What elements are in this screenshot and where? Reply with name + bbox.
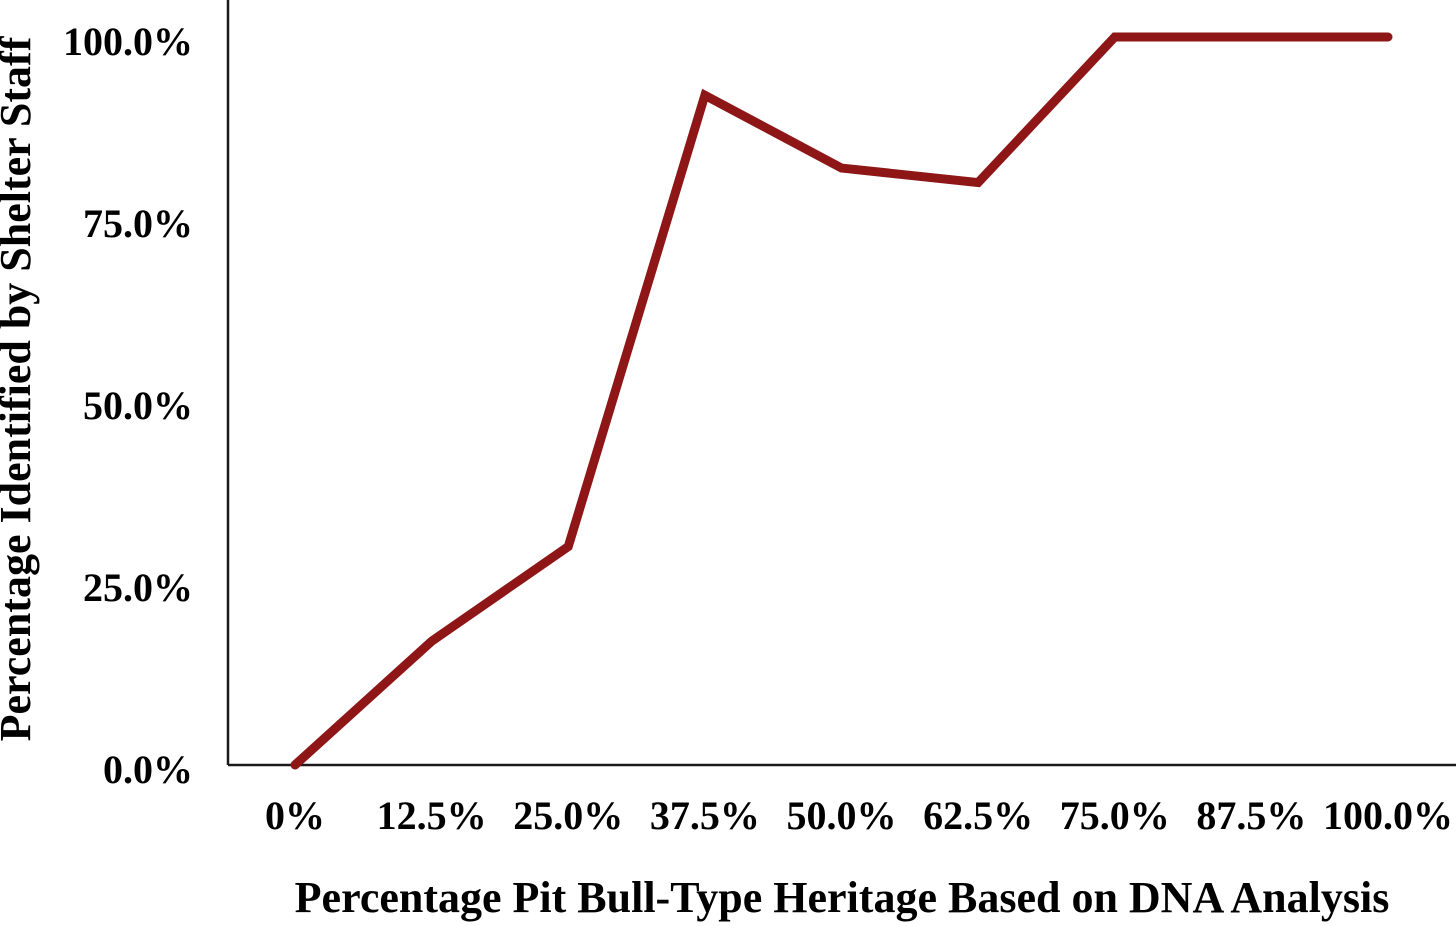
y-tick-label: 100.0% <box>63 19 193 64</box>
x-tick-label: 37.5% <box>650 793 760 838</box>
x-tick-label: 75.0% <box>1060 793 1170 838</box>
y-tick-label: 75.0% <box>83 201 193 246</box>
x-tick-label: 12.5% <box>377 793 487 838</box>
x-tick-label: 50.0% <box>787 793 897 838</box>
y-axis-title: Percentage Identified by Shelter Staff <box>0 35 40 741</box>
x-tick-label: 25.0% <box>513 793 623 838</box>
x-tick-label: 87.5% <box>1196 793 1306 838</box>
y-tick-label: 25.0% <box>83 565 193 610</box>
x-tick-label: 100.0% <box>1323 793 1453 838</box>
x-tick-label: 62.5% <box>923 793 1033 838</box>
x-tick-label: 0% <box>265 793 325 838</box>
x-axis-title: Percentage Pit Bull-Type Heritage Based … <box>295 873 1390 922</box>
tick-labels: 0.0% 25.0% 50.0% 75.0% 100.0% 0% 12.5% 25.0% 37.… <box>63 19 1453 838</box>
y-tick-label: 50.0% <box>83 383 193 428</box>
y-tick-label: 0.0% <box>103 747 193 792</box>
data-series-line <box>290 32 1393 770</box>
